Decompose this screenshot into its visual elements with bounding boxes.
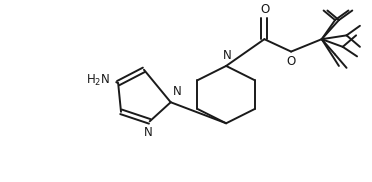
Text: N: N [223, 49, 231, 62]
Text: N: N [173, 85, 182, 98]
Text: O: O [261, 3, 270, 16]
Text: N: N [144, 126, 153, 139]
Text: H$_2$N: H$_2$N [86, 73, 110, 88]
Text: O: O [286, 56, 296, 68]
